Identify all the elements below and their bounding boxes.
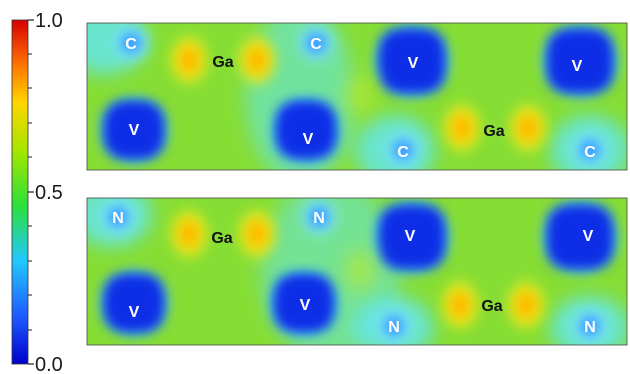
atom-label-ga: Ga <box>212 54 233 71</box>
atom-label-v: V <box>405 228 416 245</box>
atom-label-c: C <box>125 36 137 53</box>
atom-label-ga: Ga <box>481 298 502 315</box>
panel-bottom: N Ga N V V V V Ga N N <box>86 197 628 346</box>
colorbar: 1.0 0.5 0.0 <box>11 10 63 374</box>
colorbar-gradient <box>11 19 29 365</box>
atom-label-n: N <box>388 319 400 336</box>
colorbar-tick-mid: 0.5 <box>35 182 63 204</box>
atom-label-v: V <box>129 304 140 321</box>
atom-label-c: C <box>584 144 596 161</box>
atom-label-ga: Ga <box>211 230 232 247</box>
colorbar-major-ticks <box>28 19 34 365</box>
atom-label-n: N <box>313 210 325 227</box>
colorbar-tick-min: 0.0 <box>35 354 63 374</box>
atom-label-ga: Ga <box>483 123 504 140</box>
colorbar-minor-ticks <box>28 53 32 331</box>
atom-label-n: N <box>112 210 124 227</box>
atom-label-v: V <box>303 131 314 148</box>
atom-label-c: C <box>310 36 322 53</box>
panel-top: C Ga C V V V V Ga C C <box>86 22 628 171</box>
atom-label-v: V <box>408 55 419 72</box>
atom-label-v: V <box>583 228 594 245</box>
atom-label-n: N <box>584 319 596 336</box>
atom-label-v: V <box>300 297 311 314</box>
atom-label-v: V <box>572 58 583 75</box>
colorbar-tick-max: 1.0 <box>35 10 63 32</box>
atom-label-v: V <box>129 122 140 139</box>
atom-label-c: C <box>397 144 409 161</box>
